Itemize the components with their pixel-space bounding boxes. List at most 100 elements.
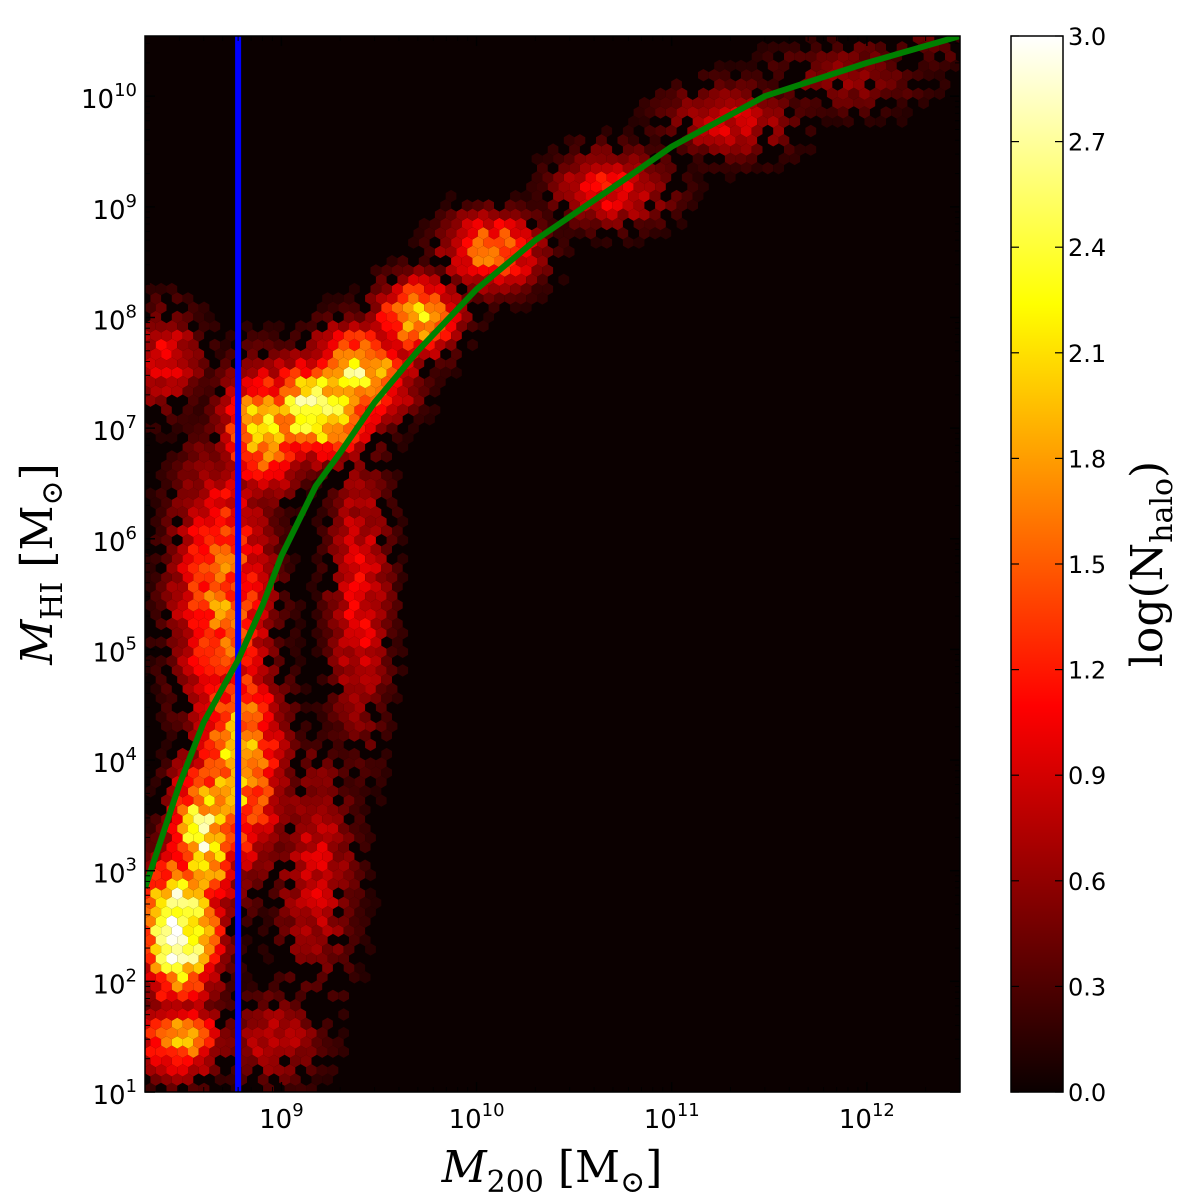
hexbin-cell xyxy=(220,338,231,352)
hexbin-cell xyxy=(241,989,253,1003)
hexbin-cell xyxy=(188,803,199,817)
hexbin-cell xyxy=(279,887,290,900)
hexbin-cell xyxy=(241,543,253,556)
hexbin-cell xyxy=(209,524,221,538)
hexbin-cell xyxy=(145,840,156,854)
hexbin-cell xyxy=(381,468,392,482)
hexbin-cell xyxy=(193,645,205,658)
hexbin-cell xyxy=(343,961,355,975)
hexbin-cell xyxy=(392,506,403,519)
hexbin-cell xyxy=(386,664,398,677)
hexbin-cell xyxy=(359,561,371,575)
hexbin-cell xyxy=(408,366,419,379)
hexbin-cell xyxy=(273,692,285,705)
hexbin-cell xyxy=(193,1036,205,1049)
hexbin-cell xyxy=(166,692,178,705)
hexbin-cell xyxy=(676,143,688,156)
hexbin-cell xyxy=(392,320,403,333)
hexbin-cell xyxy=(290,738,301,751)
hexbin-cell xyxy=(182,403,194,417)
colorbar-ticks: 0.00.30.60.91.21.51.82.12.42.73.0 xyxy=(1011,23,1106,1107)
hexbin-cell xyxy=(188,524,199,538)
hexbin-cell xyxy=(370,487,382,500)
hexbin-cell xyxy=(724,134,736,147)
hexbin-cell xyxy=(290,608,301,621)
hexbin-cell xyxy=(322,887,333,900)
hexbin-cell xyxy=(166,320,178,333)
hexbin-cell xyxy=(225,403,237,417)
hexbin-cell xyxy=(365,682,376,696)
hexbin-cell xyxy=(263,859,274,872)
hexbin-cell xyxy=(193,348,205,361)
hexbin-cell xyxy=(655,162,666,175)
hexbin-cell xyxy=(397,403,409,417)
hexbin-cell xyxy=(526,199,537,212)
hexbin-cell xyxy=(225,571,237,584)
hexbin-cell xyxy=(204,924,215,937)
hexbin-cell xyxy=(214,589,226,603)
hexbin-cell xyxy=(322,850,333,863)
hexbin-cell xyxy=(359,617,371,631)
hexbin-cell xyxy=(451,236,462,249)
hexbin-cell xyxy=(596,152,607,166)
hexbin-cell xyxy=(220,543,231,556)
hexbin-cell xyxy=(365,664,376,677)
hexbin-cell xyxy=(923,50,935,63)
hexbin-cell xyxy=(198,785,210,798)
hexbin-cell xyxy=(182,906,194,919)
hexbin-cell xyxy=(633,199,645,212)
hexbin-cell xyxy=(209,1008,221,1021)
hexbin-cell xyxy=(171,645,183,658)
hexbin-cell xyxy=(268,385,280,398)
hexbin-cell xyxy=(188,357,199,370)
hexbin-cell xyxy=(445,357,457,370)
hexbin-cell xyxy=(198,747,210,761)
hexbin-cell xyxy=(263,357,274,370)
hexbin-cell xyxy=(284,636,296,649)
hexbin-cell xyxy=(338,487,349,500)
hexbin-cell xyxy=(338,301,349,314)
colorbar-tick-label: 1.8 xyxy=(1068,445,1106,473)
hexbin-cell xyxy=(730,124,741,138)
hexbin-cell xyxy=(182,887,194,900)
hexbin-cell xyxy=(365,329,376,342)
hexbin-cell xyxy=(214,515,226,528)
hexbin-cell xyxy=(413,320,425,333)
hexbin-cell xyxy=(306,320,317,333)
hexbin-cell xyxy=(617,152,629,166)
hexbin-cell xyxy=(837,87,849,100)
hexbin-cell xyxy=(778,59,790,73)
hexbin-cell xyxy=(247,757,258,770)
hexbin-cell xyxy=(671,96,682,110)
hexbin-cell xyxy=(338,580,349,593)
hexbin-cell xyxy=(209,822,221,835)
hexbin-cell xyxy=(241,431,253,445)
hexbin-cell xyxy=(279,478,290,491)
hexbin-cell xyxy=(279,757,290,770)
hexbin-cell xyxy=(252,840,264,854)
hexbin-cell xyxy=(365,720,376,733)
hexbin-cell xyxy=(676,87,688,100)
hexbin-cell xyxy=(316,1064,328,1077)
hexbin-cell xyxy=(719,162,731,175)
hexbin-cell xyxy=(252,710,264,724)
hexbin-cell xyxy=(606,208,618,221)
hexbin-cell xyxy=(268,366,280,379)
hexbin-cell xyxy=(327,747,339,761)
hexbin-cell xyxy=(322,403,333,417)
hexbin-cell xyxy=(177,654,188,668)
hexbin-cell xyxy=(445,189,457,203)
hexbin-cell xyxy=(300,385,312,398)
hexbin-cell xyxy=(209,859,221,872)
hexbin-cell xyxy=(869,87,881,100)
hexbin-cell xyxy=(332,850,344,863)
hexbin-cell xyxy=(166,617,178,631)
hexbin-cell xyxy=(188,338,199,352)
hexbin-cell xyxy=(451,329,462,342)
hexbin-cell xyxy=(370,654,382,668)
hexbin-cell xyxy=(204,534,215,547)
hexbin-cell xyxy=(166,636,178,649)
hexbin-cell xyxy=(397,441,409,454)
hexbin-cell xyxy=(434,245,446,259)
hexbin-cell xyxy=(214,627,226,640)
